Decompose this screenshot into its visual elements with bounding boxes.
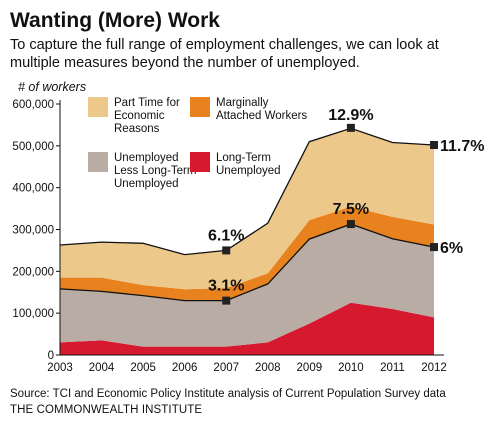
total-outline-line [59, 127, 435, 256]
annotation-label: 12.9% [328, 107, 373, 124]
annotation-label: 11.7% [440, 138, 484, 155]
legend-swatch [190, 97, 210, 117]
y-tick-label: 0 [48, 350, 54, 362]
legend-swatch [190, 152, 210, 172]
legend-label: Marginally Attached Workers [216, 97, 307, 122]
annotation-label: 6% [440, 240, 463, 257]
organization-credit: THE COMMONWEALTH INSTITUTE [10, 404, 203, 416]
area-long-term-unemployed [60, 302, 434, 355]
legend-label: Part Time for Economic Reasons [114, 97, 180, 135]
x-tick-label: 2011 [380, 362, 405, 374]
x-tick-label: 2003 [47, 362, 73, 374]
y-tick-label: 100,000 [12, 308, 54, 320]
x-tick-label: 2004 [89, 362, 115, 374]
annotation-marker [430, 140, 438, 149]
area-part-time-for-economic-reasons [60, 128, 434, 290]
chart-title: Wanting (More) Work [10, 9, 220, 32]
x-tick-label: 2007 [213, 362, 239, 374]
x-tick-label: 2008 [255, 362, 281, 374]
annotation-label: 7.5% [333, 201, 369, 218]
y-tick-label: 400,000 [12, 183, 54, 195]
legend-swatch [88, 97, 108, 117]
x-tick-label: 2010 [338, 362, 364, 374]
legend-label: Long-Term Unemployed [216, 152, 281, 177]
source-note: Source: TCI and Economic Policy Institut… [10, 388, 446, 400]
unemployed-outline-line [59, 223, 435, 302]
area-marginally-attached-workers [60, 206, 434, 301]
x-tick-label: 2012 [421, 362, 447, 374]
annotation-marker [346, 123, 355, 132]
annotation-marker [222, 246, 231, 255]
y-tick-label: 200,000 [12, 266, 54, 278]
y-tick-label: 500,000 [12, 141, 54, 153]
y-axis-unit-label: # of workers [18, 80, 87, 94]
x-tick-label: 2006 [172, 362, 198, 374]
chart-subtitle: To capture the full range of employment … [10, 37, 439, 71]
annotation-label: 6.1% [208, 227, 244, 244]
x-tick-label: 2009 [297, 362, 323, 374]
x-tick-label: 2005 [130, 362, 156, 374]
y-tick-label: 300,000 [12, 225, 54, 237]
y-tick-label: 600,000 [12, 99, 54, 111]
annotation-marker [222, 296, 231, 305]
annotation-marker [346, 220, 355, 229]
annotation-marker [430, 243, 438, 252]
legend-label: Unemployed Less Long-Term Unemployed [114, 152, 196, 190]
legend-swatch [88, 152, 108, 172]
annotation-label: 3.1% [208, 278, 244, 295]
area-unemployed-less-long-term-unemployed [60, 224, 434, 347]
